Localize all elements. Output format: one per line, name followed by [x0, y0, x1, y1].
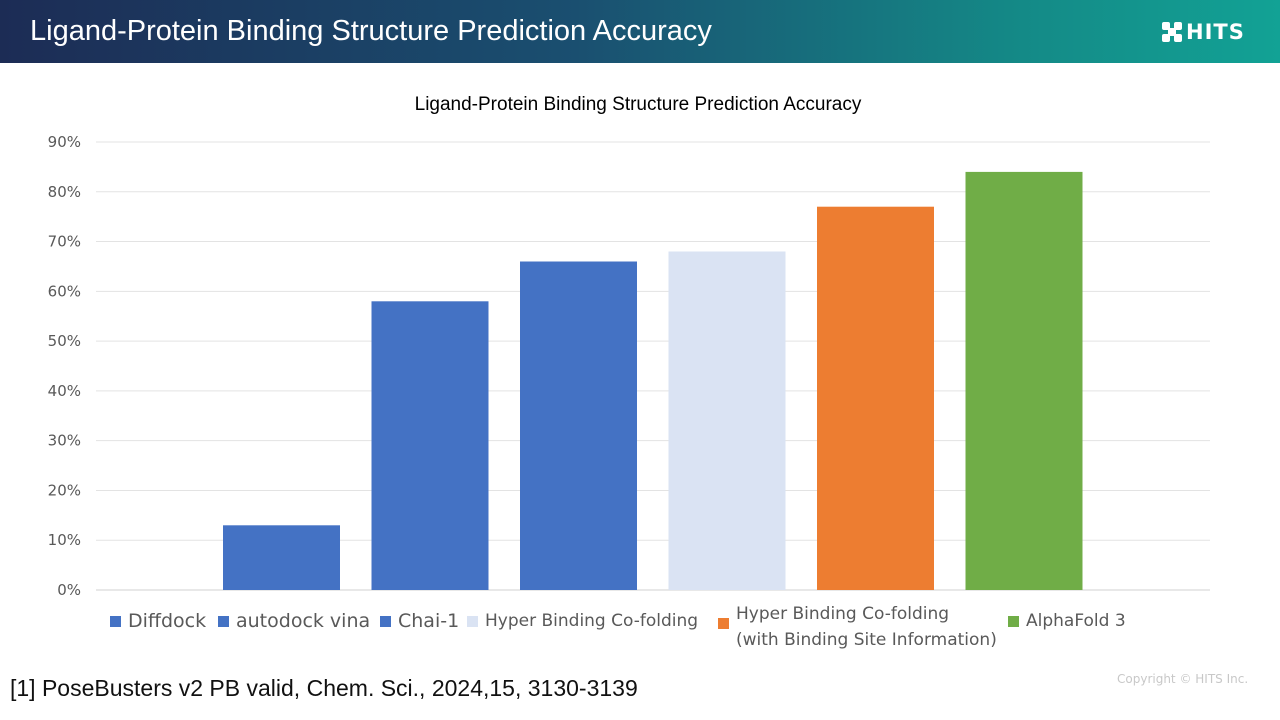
bar [371, 301, 489, 590]
y-tick-label: 0% [57, 581, 81, 599]
bar [965, 171, 1083, 590]
y-tick-label: 50% [48, 332, 81, 350]
bar [668, 251, 786, 590]
bar [223, 525, 340, 590]
bar [520, 261, 637, 590]
legend-swatch [380, 616, 391, 627]
legend-swatch [1008, 616, 1019, 627]
legend-label: Chai-1 [398, 610, 460, 632]
y-axis-ticks: 0% 10% 20% 30% 40% 50% 60% 70% 80% 90% [48, 133, 81, 599]
hits-logo: HITS [1162, 21, 1245, 43]
legend-label: Hyper Binding Co-folding [485, 611, 699, 631]
y-tick-label: 90% [48, 133, 81, 151]
y-tick-label: 40% [48, 382, 81, 400]
legend-swatch [718, 618, 729, 629]
legend-swatch [218, 616, 229, 627]
hits-logo-icon [1162, 22, 1182, 42]
chart-legend: Diffdock autodock vina Chai-1 Hyper Bind… [110, 604, 1210, 656]
legend-label: Hyper Binding Co-folding (with Binding S… [736, 604, 997, 650]
legend-item-diffdock: Diffdock [110, 604, 206, 638]
copyright-notice: Copyright © HITS Inc. [1117, 672, 1249, 686]
legend-label: Diffdock [128, 610, 207, 632]
y-tick-label: 70% [48, 233, 81, 251]
bars [223, 171, 1083, 590]
legend-item-autodock-vina: autodock vina [218, 604, 370, 638]
y-tick-label: 10% [48, 531, 81, 549]
bar-chart: Ligand-Protein Binding Structure Predict… [48, 94, 1210, 599]
legend-label: autodock vina [236, 610, 371, 632]
y-tick-label: 60% [48, 282, 81, 300]
legend-item-chai-1: Chai-1 [380, 604, 459, 638]
y-tick-label: 80% [48, 183, 81, 201]
legend-swatch [110, 616, 121, 627]
legend-item-hyper-binding-site: Hyper Binding Co-folding (with Binding S… [718, 601, 997, 653]
header-bar: Ligand-Protein Binding Structure Predict… [0, 0, 1280, 63]
page-title: Ligand-Protein Binding Structure Predict… [30, 15, 712, 47]
footnote-citation: [1] PoseBusters v2 PB valid, Chem. Sci.,… [10, 675, 638, 701]
legend-item-alphafold-3: AlphaFold 3 [1008, 604, 1126, 638]
legend-label: AlphaFold 3 [1026, 611, 1126, 631]
y-tick-label: 20% [48, 481, 81, 499]
bar [817, 206, 934, 590]
chart-title: Ligand-Protein Binding Structure Predict… [415, 94, 862, 115]
legend-item-hyper-binding: Hyper Binding Co-folding [467, 604, 698, 638]
y-tick-label: 30% [48, 432, 81, 450]
legend-swatch [467, 616, 478, 627]
logo-text: HITS [1186, 20, 1245, 44]
